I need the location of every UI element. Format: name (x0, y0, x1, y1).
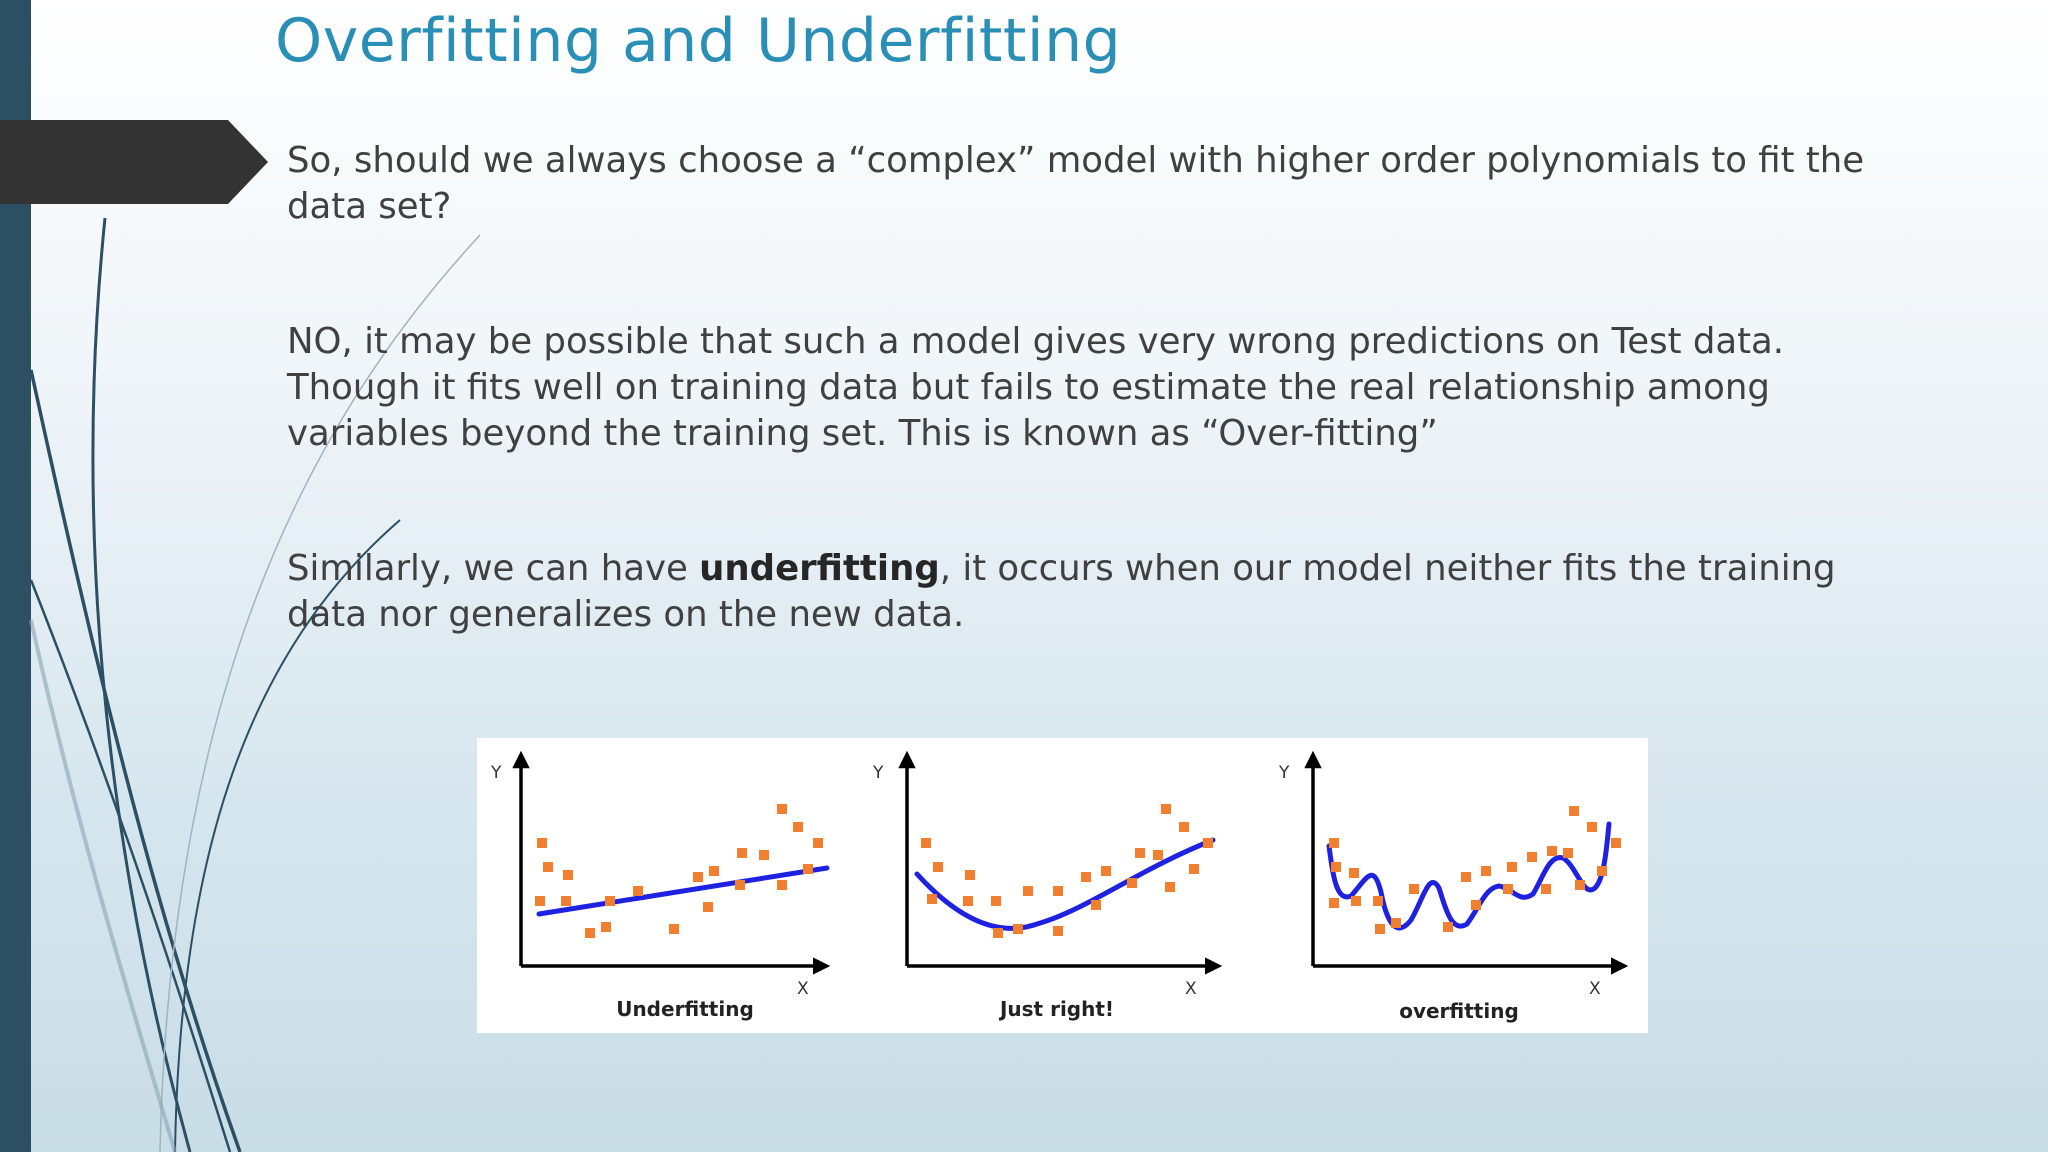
panel-3-y-label: Y (1278, 763, 1290, 783)
paragraph-underfitting: Similarly, we can have underfitting, it … (287, 546, 1887, 638)
panel-2-caption: Just right! (998, 997, 1114, 1021)
panel-2-y-label: Y (872, 763, 884, 783)
fit-comparison-figure: Y X Underfitting Y X (477, 738, 1648, 1033)
panel-1-y-label: Y (490, 763, 502, 783)
panel-overfitting: Y X overfitting (1278, 750, 1629, 1023)
paragraph-underfitting-rest: , it occurs when our model neither fits … (287, 548, 1836, 635)
panel-1-caption: Underfitting (616, 997, 754, 1021)
panel-3-caption: overfitting (1399, 999, 1519, 1023)
paragraph-overfitting: NO, it may be possible that such a model… (287, 321, 1785, 454)
paragraph-underfitting-lead: Similarly, we can have (287, 548, 700, 589)
panel-3-x-label: X (1589, 979, 1601, 999)
bullet-arrow-tab (0, 120, 268, 204)
paragraph-question: So, should we always choose a “complex” … (287, 140, 1865, 227)
panel-underfitting: Y X Underfitting (490, 750, 831, 1021)
panel-1-x-label: X (797, 979, 809, 999)
panel-2-x-label: X (1185, 979, 1197, 999)
panel-just-right: Y X Just right! (872, 750, 1223, 1021)
underfitting-term: underfitting (699, 548, 940, 589)
decorative-swoosh-lines (29, 217, 481, 1152)
slide-title: Overfitting and Underfitting (275, 6, 1122, 76)
